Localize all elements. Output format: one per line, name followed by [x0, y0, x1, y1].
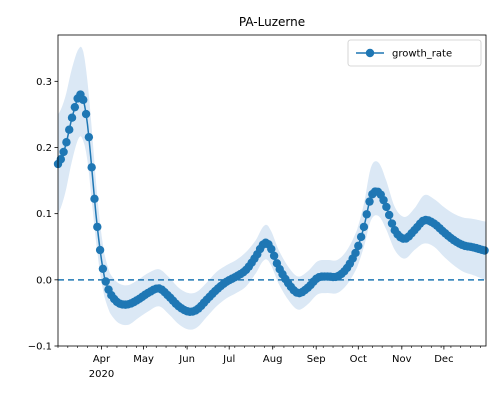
- plot-frame: [57, 34, 487, 347]
- data-point: [356, 232, 366, 242]
- data-point: [480, 246, 489, 255]
- data-point: [98, 264, 108, 273]
- data-point: [87, 163, 96, 172]
- data-point: [267, 244, 276, 254]
- legend-label: growth_rate: [392, 49, 452, 60]
- data-point: [84, 132, 94, 142]
- data-point: [354, 241, 363, 251]
- data-point: [387, 219, 397, 228]
- legend: growth_rate: [347, 39, 482, 67]
- data-point: [101, 277, 110, 286]
- x-tick-label: Oct: [350, 354, 367, 365]
- data-point: [384, 210, 394, 220]
- data-point: [95, 245, 105, 255]
- data-point: [62, 138, 71, 147]
- data-point: [65, 125, 74, 134]
- data-point: [81, 109, 91, 119]
- data-point: [379, 195, 388, 205]
- legend-marker: [365, 48, 375, 58]
- x-tick-label: Dec: [434, 354, 453, 365]
- data-point: [56, 155, 66, 164]
- x-tick-label: May: [133, 354, 154, 365]
- data-point: [382, 202, 391, 212]
- y-tick-label: 0.1: [36, 209, 52, 220]
- y-tick-label: 0.2: [36, 143, 52, 154]
- x-tick-label: Jul: [222, 354, 235, 365]
- data-point: [90, 194, 99, 204]
- chart-title: PA-Luzerne: [239, 15, 305, 29]
- x-tick-label: Sep: [307, 354, 326, 365]
- series-points: [53, 90, 489, 316]
- data-point: [269, 251, 279, 261]
- x-tick-label: Apr: [93, 354, 111, 365]
- y-tick-label: 0.3: [36, 77, 52, 88]
- x-year-label: 2020: [89, 369, 114, 380]
- data-point: [93, 222, 102, 232]
- data-point: [67, 113, 77, 122]
- y-tick-label: −0.1: [28, 342, 52, 353]
- data-point: [362, 210, 371, 219]
- data-point: [70, 102, 80, 112]
- data-point: [365, 197, 374, 206]
- x-tick-label: Nov: [392, 354, 412, 365]
- data-point: [59, 147, 68, 157]
- y-tick-label: 0.0: [36, 275, 52, 286]
- legend-box: [347, 39, 482, 67]
- data-point: [351, 248, 360, 258]
- x-tick-label: Aug: [263, 354, 283, 365]
- axes: −0.1 0.0 0.1 0.2 0.3 Apr May Jun Jul Aug Sep Oct Nov…: [28, 34, 487, 380]
- x-tick-label: Jun: [178, 354, 195, 365]
- data-point: [359, 222, 369, 232]
- data-point: [79, 95, 88, 105]
